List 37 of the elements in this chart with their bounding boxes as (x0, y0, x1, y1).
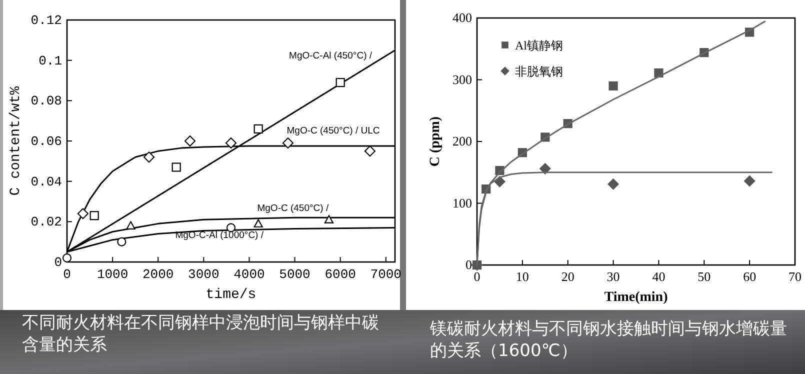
x-axis-title: time/s (206, 287, 256, 303)
x-tick-label: 1000 (96, 267, 128, 282)
x-tick-label: 10 (516, 269, 529, 284)
series-label: MgO-C (450°C) / ULC (286, 126, 380, 137)
y-tick-label: 0.12 (30, 13, 62, 28)
y-tick-label: 400 (452, 10, 472, 25)
x-axis-title: Time(min) (604, 290, 668, 305)
x-tick-label: 30 (606, 269, 620, 284)
legend-label: 非脱氧钢 (515, 64, 563, 78)
x-tick-label: 3000 (188, 267, 220, 282)
y-tick-label: 0.08 (30, 94, 62, 109)
y-tick-label: 0.1 (38, 53, 62, 68)
y-axis-title: C content/wt% (8, 86, 24, 196)
text: 镁碳耐火材料与不同钢水接触时间与钢水增碳量的关系（1600℃） (430, 318, 788, 362)
x-tick-label: 5000 (279, 267, 310, 282)
x-tick-label: 4000 (234, 267, 265, 282)
x-tick-label: 70 (788, 269, 802, 284)
x-tick-label: 40 (652, 269, 666, 284)
y-tick-label: 200 (452, 134, 472, 148)
y-tick-label: 100 (452, 195, 472, 210)
legend-label: Al镇静钢 (515, 38, 563, 52)
x-tick-label: 7000 (370, 267, 402, 282)
series-label: MgO-C-Al (450°C) / (289, 50, 372, 62)
x-tick-label: 20 (561, 269, 574, 284)
y-tick-label: 0.04 (30, 174, 62, 190)
y-tick-label: 300 (452, 72, 472, 87)
y-tick-label: 0.02 (30, 214, 62, 230)
x-tick-label: 60 (743, 269, 756, 284)
y-tick-label: 0 (466, 257, 472, 272)
y-tick-label: 0.06 (30, 134, 62, 149)
text: 不同耐火材料在不同钢样中浸泡时间与钢样中碳含量的关系 (22, 312, 380, 356)
x-tick-label: 2000 (142, 267, 174, 282)
x-tick-label: 50 (698, 269, 711, 284)
y-tick-label: 0 (54, 255, 62, 270)
y-axis-title: C (ppm) (428, 116, 443, 167)
series-label: MgO-C (450°C) / (257, 203, 329, 214)
x-tick-label: 6000 (324, 267, 356, 282)
